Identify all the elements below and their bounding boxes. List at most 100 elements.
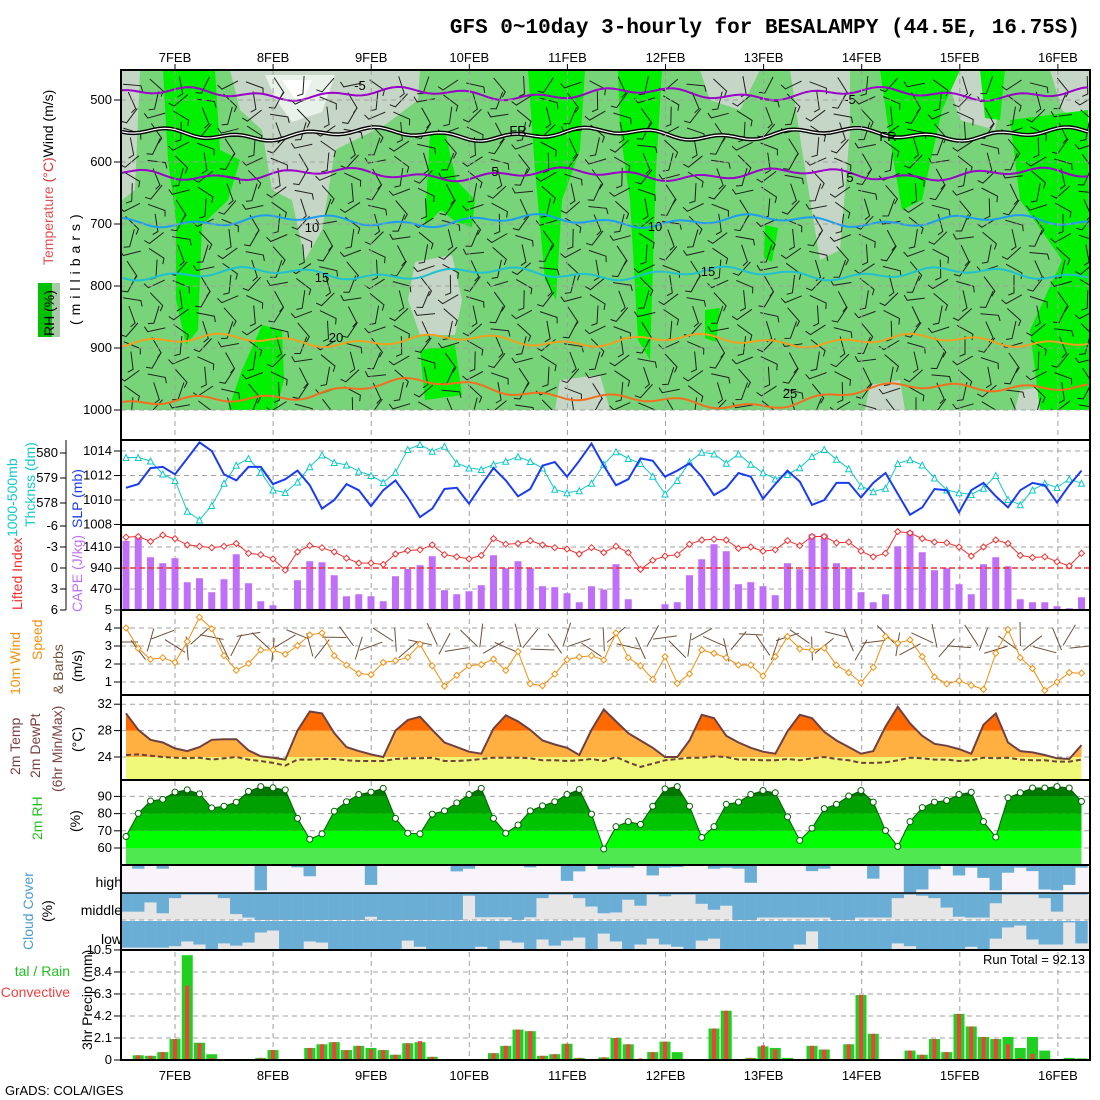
rh-tick-label: 90 [98, 788, 112, 803]
dewpoint-line [125, 753, 1082, 768]
lifted-index-point [306, 541, 314, 550]
date-label-top: 10FEB [449, 50, 489, 65]
upper-wind-barb [829, 186, 851, 198]
thickness-point [1065, 474, 1074, 483]
upper-wind-barb [488, 138, 505, 155]
cloud-middle-bar [793, 893, 806, 918]
rh-point [502, 829, 510, 837]
upper-wind-barb [174, 368, 188, 388]
upper-wind-barb [1054, 202, 1072, 218]
cloud-high-bar [1038, 866, 1051, 890]
precip-total-bar [1027, 1036, 1038, 1060]
upper-wind-barb [732, 94, 752, 107]
cloud-low-bar [585, 921, 598, 949]
wind-barb [494, 642, 517, 653]
cloud-low-bar [805, 921, 819, 932]
upper-wind-barb [168, 308, 189, 321]
thickness-point [269, 485, 277, 494]
wind-barb [964, 624, 979, 646]
upper-wind-barb [341, 322, 358, 338]
upper-wind-barb [128, 137, 135, 159]
upper-wind-barb [617, 336, 624, 358]
rh-tick-label: 70 [98, 823, 112, 838]
upper-wind-barb [290, 310, 313, 319]
cloud-middle-bar [132, 893, 145, 912]
upper-wind-barb [296, 290, 306, 310]
wind-speed-point [832, 661, 841, 669]
upper-wind-barb [266, 280, 288, 287]
contour-label: 10 [648, 219, 662, 234]
precip-total-bar [1014, 1047, 1026, 1060]
upper-wind-barb [122, 202, 141, 213]
upper-wind-barb [294, 189, 314, 200]
upper-wind-barb [1004, 367, 1019, 385]
upper-wind-barb [783, 153, 799, 170]
upper-wind-barb [903, 202, 924, 213]
upper-wind-barb [322, 320, 330, 342]
lifted-index-point [747, 543, 755, 551]
wind-speed-point [183, 637, 191, 646]
date-label-bottom: 16FEB [1038, 1068, 1078, 1083]
cape-bar [894, 546, 902, 610]
wind-speed-point [869, 663, 877, 672]
upper-wind-barb [466, 296, 485, 308]
upper-wind-barb [444, 274, 452, 296]
cloud-low-bar [977, 921, 990, 949]
wind-tick-label: 4 [105, 620, 112, 635]
cloud-middle-bar [438, 893, 451, 920]
cloud-low-bar [181, 921, 194, 942]
upper-wind-barb [511, 187, 534, 194]
upper-wind-barb [683, 322, 702, 338]
lifted-index-point [881, 549, 890, 558]
upper-wind-barb [784, 174, 804, 185]
upper-wind-barb [196, 312, 216, 323]
wind-barb [151, 629, 175, 640]
upper-wind-barb [640, 108, 653, 129]
upper-wind-barb [834, 371, 852, 386]
upper-wind-barb [445, 183, 456, 205]
wind-speed-point [453, 671, 461, 680]
precip-tick-label: 0 [105, 1052, 112, 1067]
upper-wind-barb [711, 203, 729, 217]
upper-wind-barb [790, 183, 797, 205]
upper-wind-barb [734, 214, 750, 232]
cloud-middle-bar [940, 893, 953, 908]
upper-wind-barb [591, 91, 599, 113]
cloud-middle-bar [854, 893, 868, 918]
upper-wind-barb [784, 106, 797, 126]
wind-speed-point [943, 680, 951, 688]
rh-point [330, 807, 338, 815]
rh-point [281, 786, 289, 794]
upper-wind-barb [173, 110, 190, 127]
upper-wind-barb [976, 217, 998, 228]
upper-wind-barb [809, 250, 829, 262]
upper-wind-barb [735, 382, 749, 401]
lifted-index-tick-label: 3 [51, 581, 58, 596]
upper-wind-barb [788, 228, 795, 251]
upper-wind-barb [934, 337, 947, 358]
upper-wind-barb [785, 218, 803, 233]
upper-wind-barb [320, 366, 331, 387]
cloud-high-bar [254, 866, 267, 891]
thickness-point [281, 488, 290, 496]
thickness-point [991, 471, 1000, 479]
cape-bar [943, 568, 951, 610]
upper-wind-barb [837, 167, 844, 189]
wind-speed-point [1053, 678, 1061, 686]
axis-ticks: 7FEB7FEB8FEB8FEB9FEB9FEB10FEB10FEB11FEB1… [36, 50, 1077, 1083]
upper-wind-barb [469, 215, 482, 236]
wind-barb [146, 628, 155, 652]
upper-wind-barb [516, 109, 532, 128]
rh-point [159, 795, 167, 803]
thickness-point [134, 453, 143, 461]
upper-wind-barb [226, 183, 234, 205]
upper-wind-barb [731, 141, 753, 151]
panels [122, 440, 1089, 1060]
upper-wind-barb [270, 113, 290, 124]
xsect-pressure-label: (millibars) [67, 209, 83, 325]
upper-wind-barb [417, 357, 436, 370]
upper-wind-barb [692, 305, 699, 328]
cloud-low-bar [389, 921, 402, 949]
contour-label: 5 [491, 164, 498, 179]
thickness-point [906, 455, 914, 464]
